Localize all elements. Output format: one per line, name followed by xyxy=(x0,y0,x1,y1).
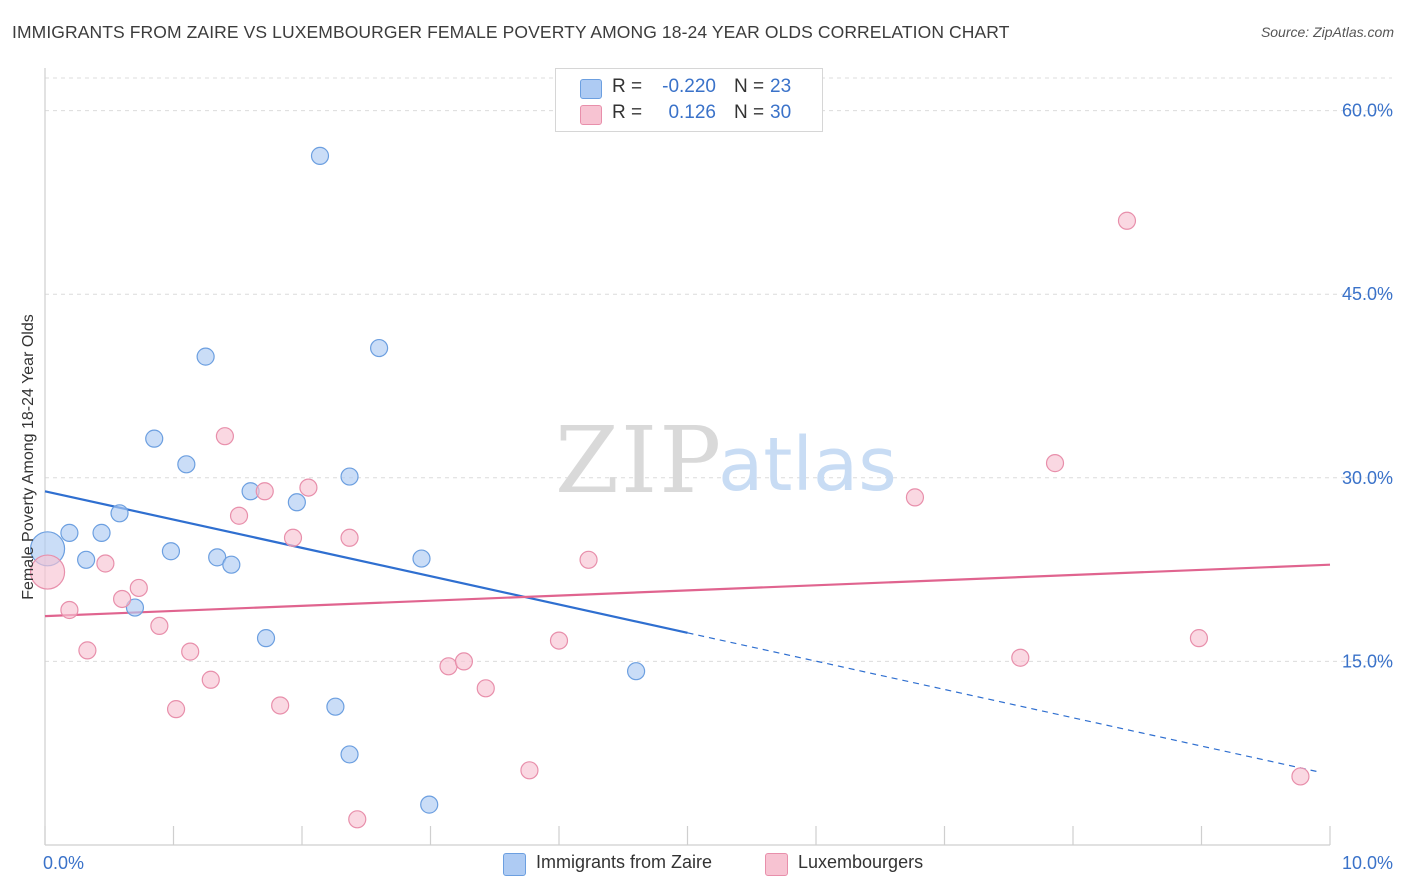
legend-n-value: 30 xyxy=(770,102,792,123)
pink-data-point xyxy=(1011,648,1030,667)
pink-data-point xyxy=(150,616,169,636)
data-points xyxy=(29,146,1310,829)
pink-data-point xyxy=(201,670,220,689)
zipatlas-watermark: ZIP atlas xyxy=(555,407,897,514)
blue-data-point xyxy=(326,697,345,716)
source-credit: Source: ZipAtlas.com xyxy=(1260,24,1394,40)
pink-data-point xyxy=(439,657,458,676)
blue-data-point xyxy=(110,504,129,523)
pink-data-point xyxy=(215,427,234,446)
blue-data-point xyxy=(177,455,196,474)
x-tick-label: 0.0% xyxy=(43,853,84,873)
pink-data-point xyxy=(112,589,132,609)
pink-data-point xyxy=(181,642,200,661)
y-tick-label: 45.0% xyxy=(1342,284,1393,304)
legend-n-label: N = xyxy=(734,76,765,97)
legend-swatch-pink xyxy=(580,105,602,125)
blue-data-point xyxy=(256,629,276,648)
blue-data-point xyxy=(310,146,330,165)
legend-r-label: R = xyxy=(612,76,643,97)
watermark-atlas: atlas xyxy=(718,422,897,508)
trend-lines xyxy=(44,490,1331,773)
pink-data-point xyxy=(340,528,359,547)
pink-trend-line xyxy=(44,563,1331,618)
y-tick-label: 60.0% xyxy=(1342,101,1393,121)
blue-data-point xyxy=(222,555,241,574)
legend-r-value: -0.220 xyxy=(662,76,716,97)
chart-title: IMMIGRANTS FROM ZAIRE VS LUXEMBOURGER FE… xyxy=(12,22,1010,42)
pink-data-point xyxy=(1117,211,1137,230)
legend-r-label: R = xyxy=(612,102,643,123)
y-tick-label: 30.0% xyxy=(1342,468,1393,488)
blue-data-point xyxy=(208,548,227,567)
gridlines xyxy=(45,77,1392,662)
blue-data-point xyxy=(92,523,111,542)
blue-data-point xyxy=(161,542,181,561)
pink-data-point xyxy=(549,631,569,650)
pink-data-point xyxy=(476,679,495,698)
blue-data-point xyxy=(77,550,96,569)
blue-data-point xyxy=(287,493,306,512)
blue-data-point xyxy=(420,795,439,814)
pink-data-point xyxy=(129,578,148,598)
blue-data-point xyxy=(145,429,164,448)
blue-data-point xyxy=(412,549,431,568)
pink-data-point xyxy=(299,478,318,497)
blue-data-point xyxy=(340,467,359,486)
pink-data-point xyxy=(229,506,249,525)
legend-n-label: N = xyxy=(734,102,765,123)
legend-r-value: 0.126 xyxy=(668,102,716,123)
legend-n-value: 23 xyxy=(770,76,792,97)
pink-data-point xyxy=(1189,629,1209,648)
pink-data-point xyxy=(1045,454,1065,473)
pink-data-point xyxy=(255,482,274,501)
blue-data-point xyxy=(60,523,79,542)
pink-data-point xyxy=(520,761,539,780)
pink-data-point xyxy=(78,641,97,660)
pink-data-point xyxy=(454,652,474,671)
axes xyxy=(44,68,1331,846)
bottom-legend-swatch-blue xyxy=(503,853,526,876)
pink-data-point xyxy=(166,700,186,719)
pink-data-point xyxy=(96,554,115,573)
watermark-zip: ZIP xyxy=(555,407,723,514)
blue-trend-line xyxy=(44,490,688,634)
bottom-legend-label: Immigrants from Zaire xyxy=(536,852,713,872)
pink-data-point xyxy=(60,600,79,620)
pink-data-point xyxy=(579,550,598,569)
legend-swatch-blue xyxy=(580,79,602,99)
blue-data-point xyxy=(340,745,359,764)
pink-data-point xyxy=(271,696,290,715)
tick-labels: 15.0% 30.0% 45.0% 60.0% 0.0% 10.0% xyxy=(43,101,1393,873)
blue-trend-line-dashed xyxy=(687,632,1318,773)
correlation-legend: R = -0.220 N = 23 R = 0.126 N = 30 xyxy=(555,68,823,132)
bottom-legend-swatch-pink xyxy=(765,853,788,876)
pink-data-point xyxy=(283,528,303,547)
blue-data-point xyxy=(196,347,215,366)
bottom-legend-label: Luxembourgers xyxy=(798,852,924,872)
blue-data-point xyxy=(626,662,646,681)
blue-data-point xyxy=(125,598,145,617)
x-tick-label: 10.0% xyxy=(1342,853,1393,873)
pink-data-point xyxy=(1291,767,1310,786)
pink-data-point xyxy=(348,810,367,829)
pink-data-point xyxy=(905,488,925,507)
pink-data-point xyxy=(29,554,66,590)
blue-data-point xyxy=(370,338,389,358)
y-tick-label: 15.0% xyxy=(1342,651,1393,671)
y-axis-label: Female Poverty Among 18-24 Year Olds xyxy=(20,314,37,600)
